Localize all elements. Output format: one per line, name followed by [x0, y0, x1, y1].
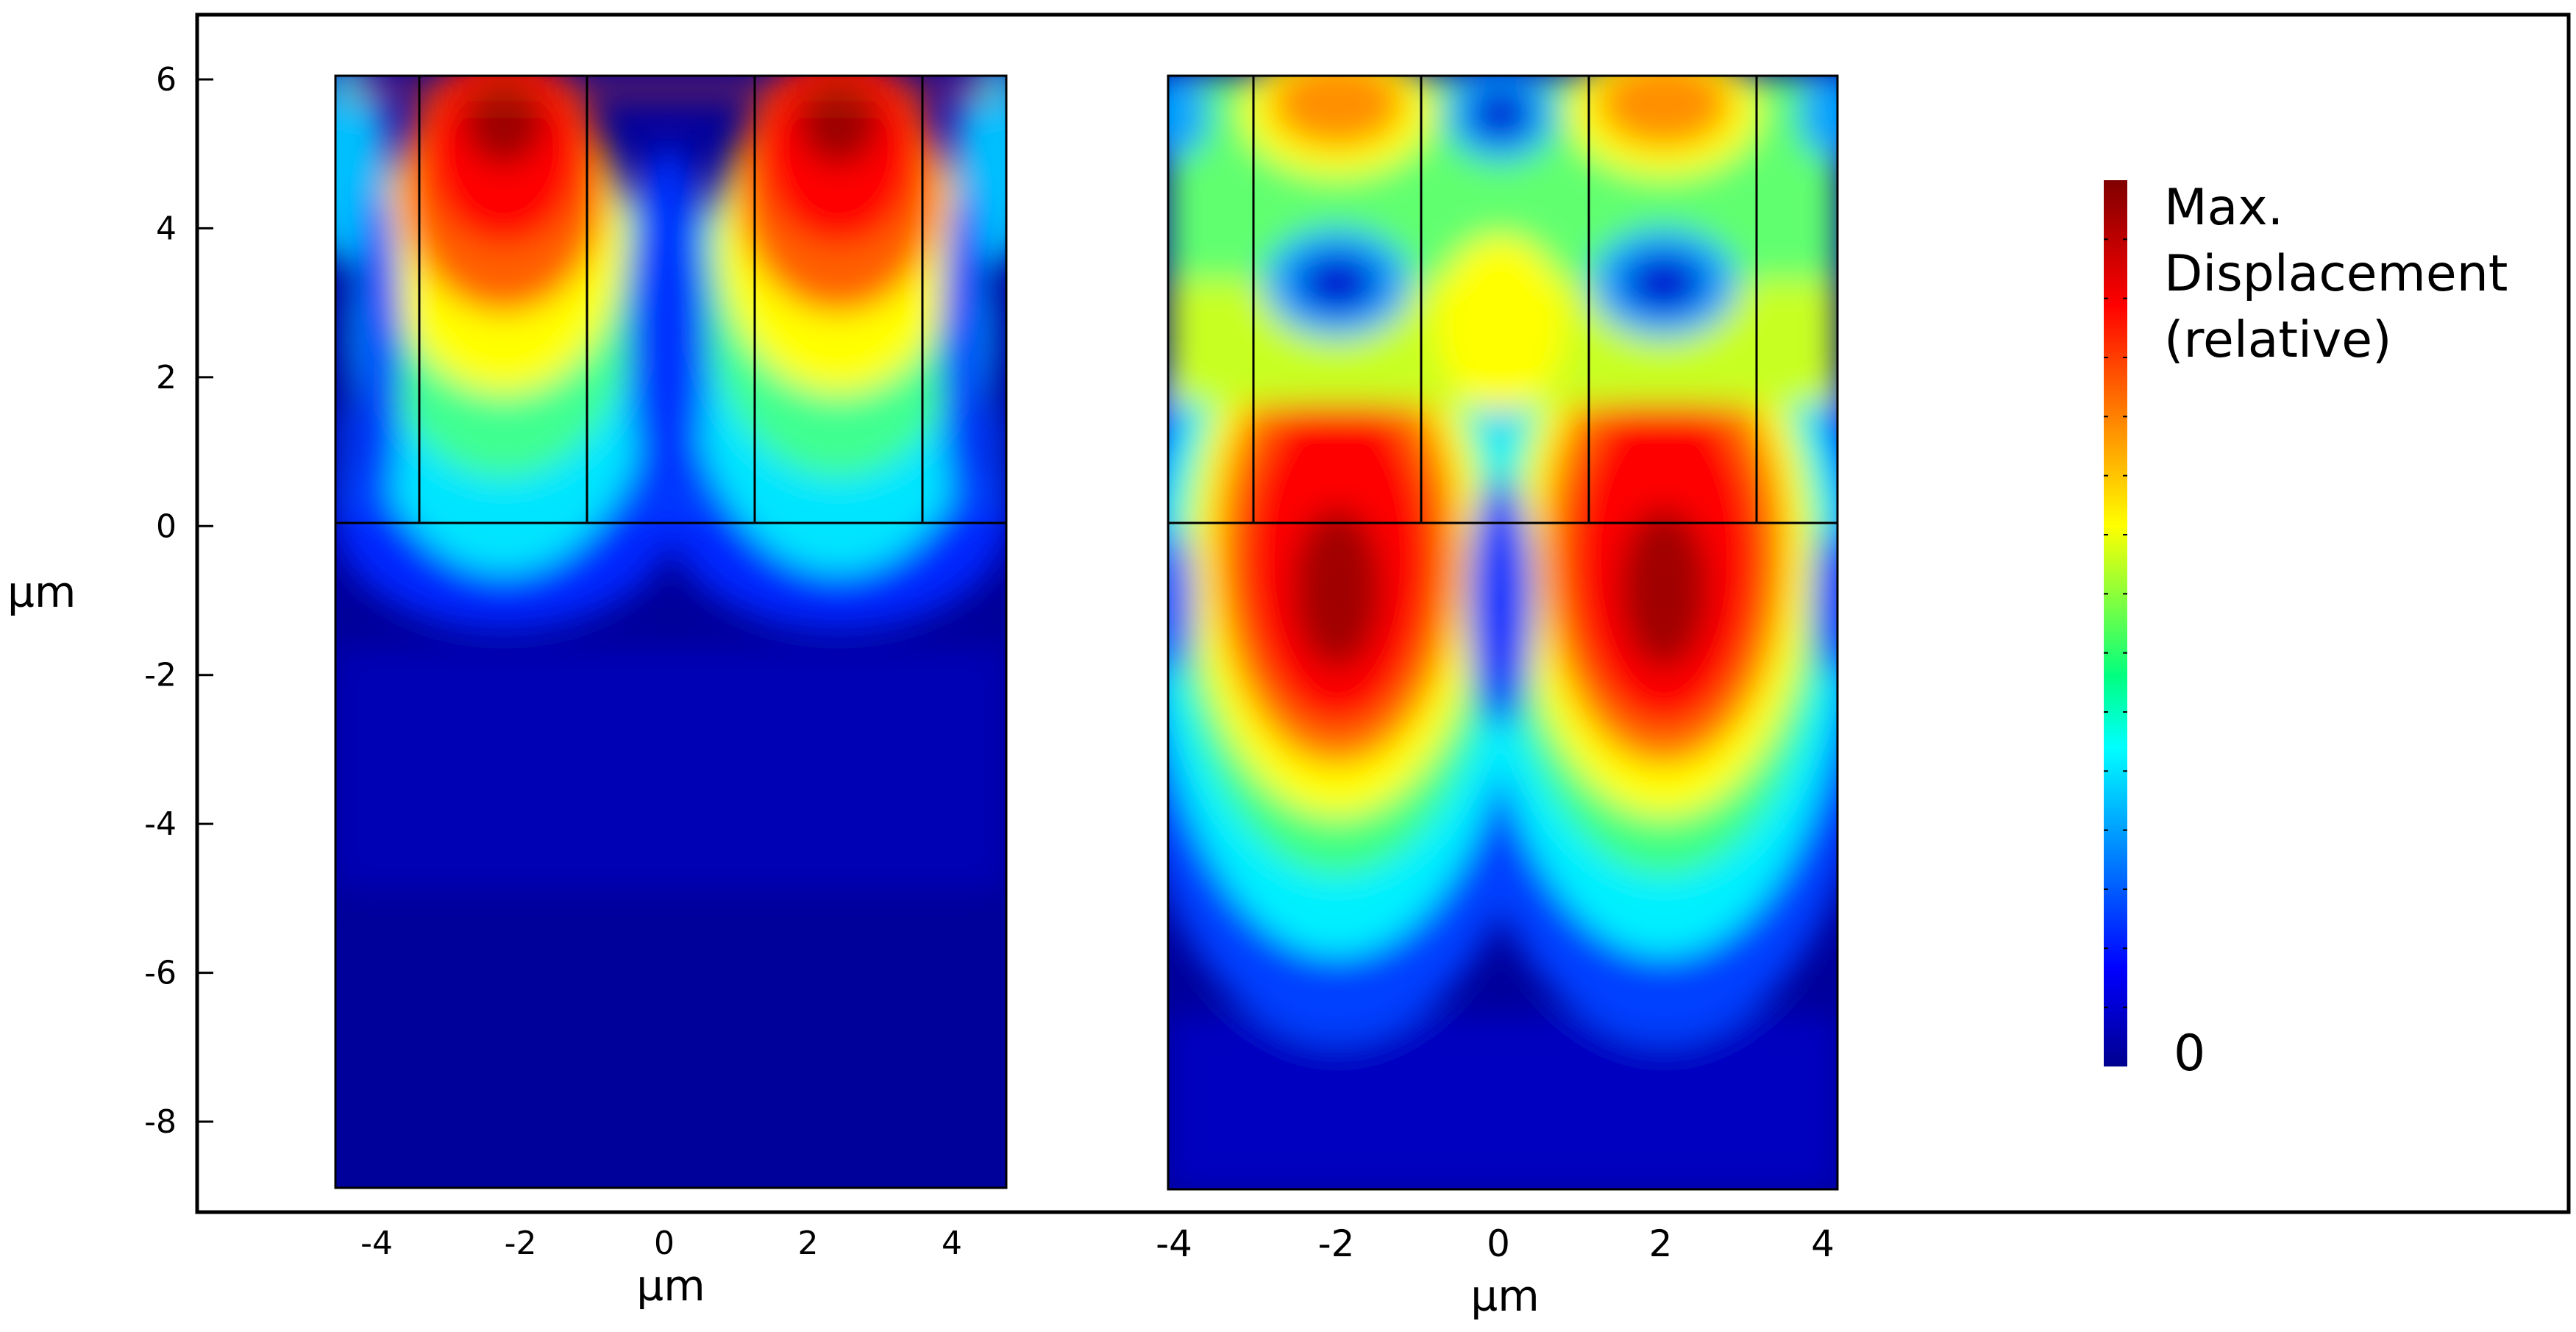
- right-heatmap: [1168, 76, 1837, 1189]
- right-x-tick-label-4: 4: [1811, 1222, 1835, 1265]
- y-tick-label-2: 2: [156, 359, 177, 396]
- y-tick-label-1: 4: [156, 210, 177, 247]
- colorbar-label-line1: Max.: [2164, 179, 2283, 237]
- y-tick-label-0: 6: [156, 61, 177, 99]
- right-x-tick-label-0: -4: [1156, 1222, 1192, 1265]
- y-tick-label-6: -6: [144, 955, 177, 992]
- plot-frame: [195, 13, 2571, 1214]
- left-x-tick-label-0: -4: [360, 1225, 393, 1262]
- y-axis-label: µm: [7, 567, 76, 617]
- right-x-axis-label: µm: [1470, 1271, 1539, 1321]
- right-x-axis-ticks: -4 -2 0 2 4: [1156, 1222, 1835, 1265]
- left-heatmap: [335, 76, 1006, 1188]
- left-x-tick-label-4: 4: [942, 1225, 962, 1262]
- colorbar: [2104, 180, 2127, 1066]
- left-x-tick-label-1: -2: [505, 1225, 537, 1262]
- colorbar-label-line2: Displacement: [2164, 245, 2508, 303]
- y-tick-label-5: -4: [144, 805, 177, 843]
- right-x-tick-label-3: 2: [1649, 1222, 1673, 1265]
- right-grating: [1167, 74, 1839, 1191]
- left-grating: [334, 74, 1008, 1189]
- y-axis-ticks: 6 4 2 0 -2 -4 -6 -8: [144, 61, 213, 1141]
- left-x-axis-label: µm: [636, 1261, 705, 1311]
- colorbar-min-label: 0: [2174, 1025, 2205, 1083]
- y-tick-label-4: -2: [144, 657, 177, 694]
- left-x-tick-label-3: 2: [798, 1225, 819, 1262]
- left-x-tick-label-2: 0: [654, 1225, 675, 1262]
- y-tick-label-7: -8: [144, 1103, 177, 1141]
- right-x-tick-label-2: 0: [1487, 1222, 1510, 1265]
- right-x-tick-label-1: -2: [1318, 1222, 1355, 1265]
- colorbar-ticks: [2104, 238, 2127, 1008]
- left-x-axis-ticks: -4 -2 0 2 4: [360, 1225, 962, 1262]
- y-tick-label-3: 0: [156, 507, 177, 545]
- colorbar-label-line3: (relative): [2164, 311, 2392, 369]
